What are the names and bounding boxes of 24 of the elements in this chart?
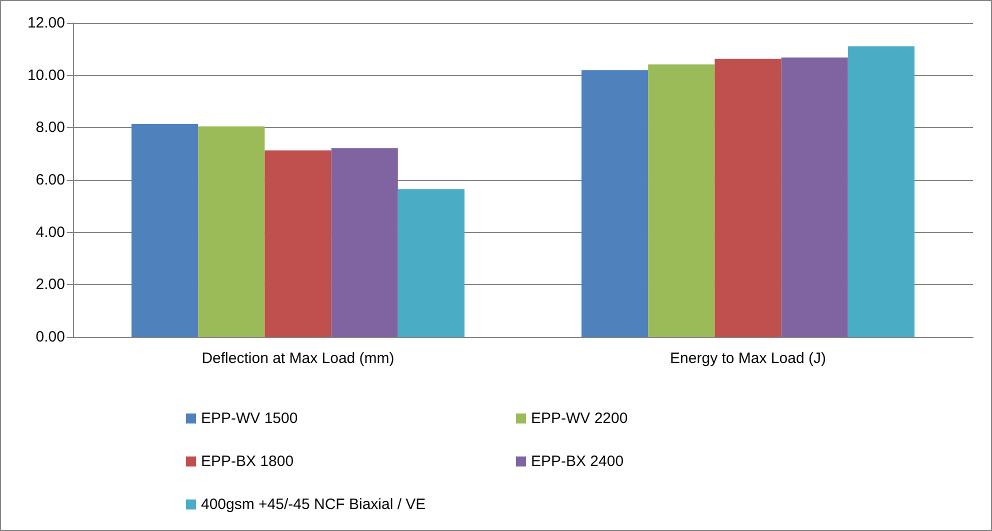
x-tick-label: Deflection at Max Load (mm) [202,350,394,367]
y-tick-label: 2.00 [36,276,65,294]
legend-label: EPP-BX 2400 [531,453,624,470]
legend-label: 400gsm +45/-45 NCF Biaxial / VE [201,496,426,513]
legend-label: EPP-WV 2200 [531,410,628,427]
bar [264,150,332,337]
y-tick-label: 12.00 [27,14,65,32]
y-tick-label: 8.00 [36,119,65,136]
bar [132,124,198,337]
y-tick-label: 0.00 [36,328,65,346]
legend-label: EPP-WV 1500 [201,410,298,427]
bar [781,58,848,337]
legend-label: EPP-BX 1800 [201,453,294,470]
bar [848,46,914,337]
bar [198,126,265,337]
bar [582,70,648,337]
bar [331,148,398,337]
x-tick-label: Energy to Max Load (J) [670,350,826,367]
bar [714,58,782,337]
y-tick-label: 6.00 [36,172,65,188]
bar [398,189,464,337]
bar [648,64,715,337]
y-tick-label: 4.00 [36,224,65,241]
y-tick-label: 10.00 [27,66,65,84]
